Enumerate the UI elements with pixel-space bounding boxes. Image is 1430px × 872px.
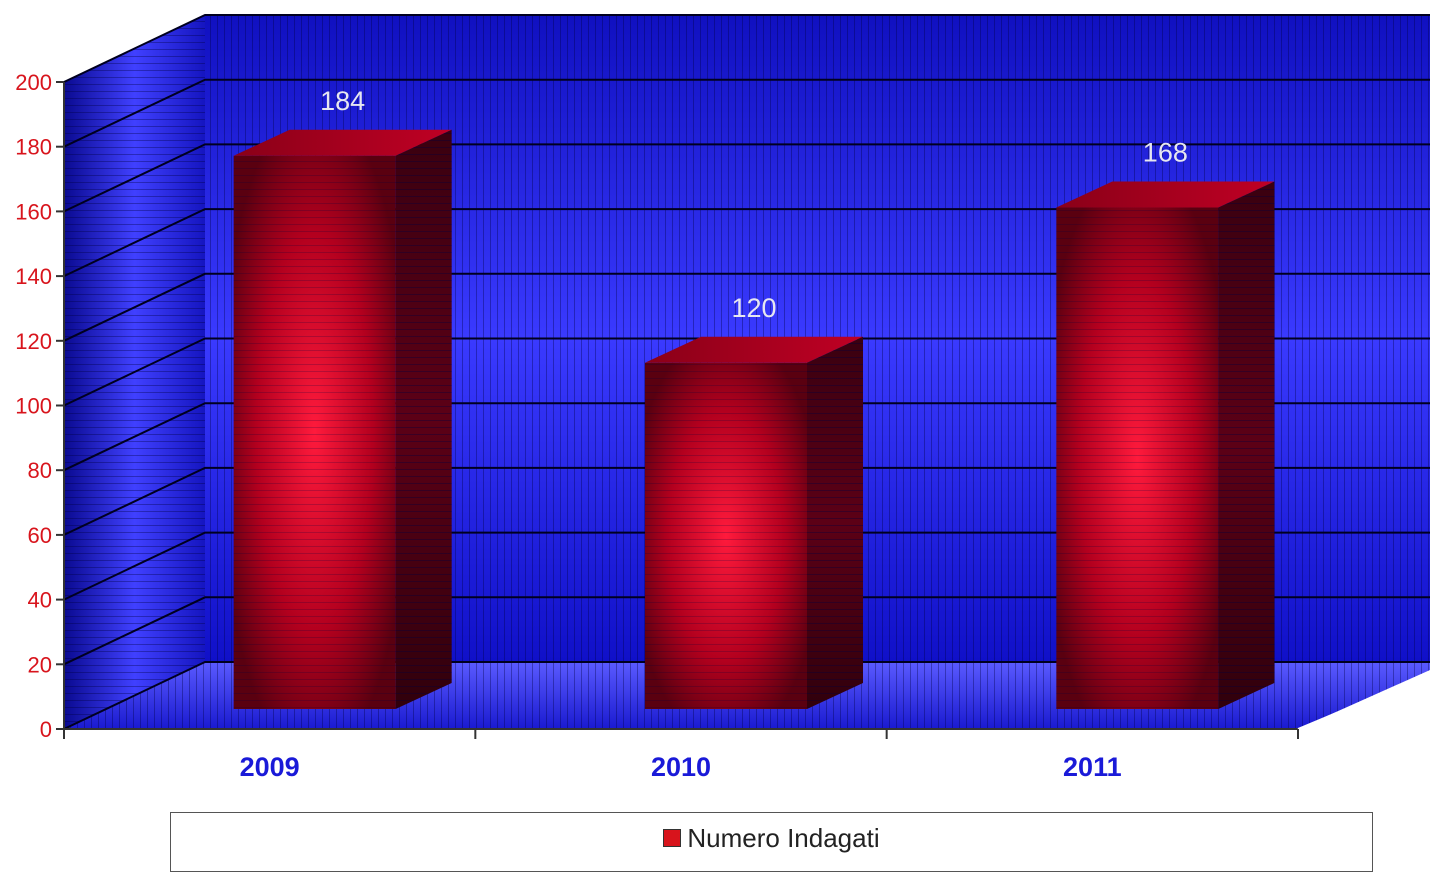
data-label: 168: [1143, 138, 1188, 168]
bar-side-texture: [1218, 181, 1275, 709]
y-tick-label: 80: [28, 458, 52, 483]
legend-swatch: [663, 829, 682, 848]
bar-top: [645, 336, 863, 363]
x-tick-label: 2010: [651, 752, 711, 782]
data-label: 184: [320, 86, 365, 116]
data-label: 120: [731, 293, 776, 323]
bar: [233, 129, 452, 709]
gridline: [63, 596, 1430, 666]
legend-item: Numero Indagati: [171, 823, 1372, 854]
legend-label: Numero Indagati: [687, 823, 880, 853]
y-tick-label: 180: [15, 135, 52, 160]
x-tick-label: 2011: [1063, 752, 1122, 782]
data-labels: 184 120 168: [320, 86, 1188, 323]
y-tick-label: 120: [15, 329, 52, 354]
y-tick-label: 160: [15, 199, 52, 224]
gridline: [63, 208, 1430, 278]
gridline: [63, 402, 1430, 472]
bar: [645, 336, 863, 709]
y-tick-label: 140: [15, 264, 52, 289]
legend: Numero Indagati: [170, 812, 1373, 872]
gridline: [63, 466, 1430, 536]
y-tick-label: 20: [28, 652, 52, 677]
gridline: [63, 661, 1430, 730]
bars: [233, 129, 1275, 709]
bar-front-texture: [645, 362, 807, 709]
y-tick-label: 60: [28, 523, 52, 548]
gridline: [63, 143, 1430, 213]
y-axis-ticks: 0 20 40 60 80 100 120 140 160 180 200: [15, 70, 64, 742]
gridline: [63, 531, 1430, 601]
bar-front-texture: [233, 155, 396, 709]
bar: [1056, 181, 1275, 709]
bar-top: [233, 129, 452, 156]
bar-side-texture: [807, 336, 863, 709]
gridline: [63, 78, 1430, 148]
y-tick-label: 0: [40, 717, 52, 742]
x-tick-label: 2009: [240, 752, 300, 782]
floor-edge: [1297, 673, 1430, 730]
gridline: [63, 272, 1430, 342]
bar-chart: 0 20 40 60 80 100 120 140 160 180 200 2009 2010 2011…: [15, 14, 1430, 782]
bar-top: [1056, 181, 1275, 208]
gridline: [63, 14, 1430, 83]
bar-front-texture: [1056, 207, 1219, 709]
y-tick-label: 200: [15, 70, 52, 95]
gridlines: [63, 14, 1430, 730]
x-axis-labels: 2009 2010 2011: [240, 752, 1122, 782]
y-tick-label: 40: [28, 588, 52, 613]
gridline: [63, 337, 1430, 407]
y-tick-label: 100: [15, 394, 52, 419]
bar-side-texture: [395, 129, 452, 709]
